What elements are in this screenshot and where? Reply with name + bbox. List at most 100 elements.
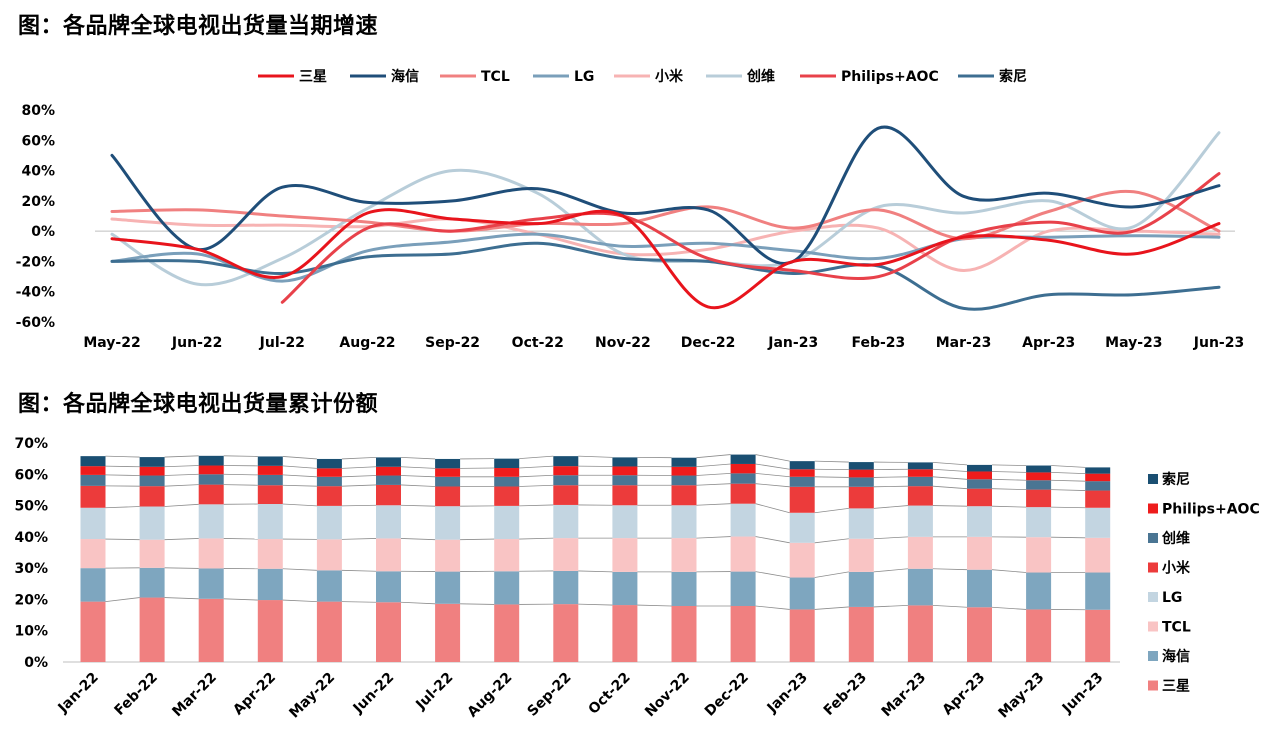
bar-segment-6 [730, 473, 756, 484]
bar-segment-8 [80, 456, 106, 467]
bar-segment-4 [1026, 507, 1052, 538]
legend-label: 三星 [299, 69, 327, 85]
series-connector-line [932, 468, 968, 472]
bar-y-tick-label: 50% [14, 499, 48, 515]
bar-segment-1 [1085, 609, 1111, 662]
bar-segment-5 [435, 486, 461, 507]
series-connector-line [578, 603, 613, 606]
bar-y-tick-label: 60% [14, 467, 48, 483]
bar-segment-1 [80, 601, 106, 662]
bar-x-tick-label: Jun-22 [350, 670, 398, 718]
series-connector-line [873, 505, 908, 509]
series-connector-line [341, 466, 377, 469]
bar-segment-5 [671, 485, 697, 506]
bar-segment-7 [376, 466, 401, 476]
line-chart-legend: 三星 海信 TCL LG 小米 创维 Philips+AOC 索尼 [258, 68, 1027, 85]
bar-segment-7 [967, 471, 992, 480]
bar-segment-7 [671, 466, 697, 476]
bar-segment-4 [789, 512, 815, 543]
line-x-tick-label: May-23 [1105, 335, 1162, 351]
series-connector-line [105, 465, 140, 468]
bar-segment-4 [494, 505, 520, 540]
bar-segment-2 [257, 568, 283, 601]
bar-segment-3 [198, 538, 224, 569]
line-y-tick-label: 20% [21, 194, 55, 210]
bar-segment-6 [1085, 481, 1111, 491]
bar-x-tick-label: Apr-22 [230, 670, 279, 719]
bar-segment-1 [257, 600, 283, 662]
bar-segment-8 [435, 458, 461, 469]
line-x-tick-label: Jun-22 [171, 335, 222, 351]
series-connector-line [105, 506, 140, 509]
bar-segment-1 [376, 602, 401, 662]
bar-segment-3 [907, 536, 933, 569]
series-connector-line [755, 472, 790, 478]
series-connector-line [932, 476, 968, 480]
bar-segment-6 [848, 477, 874, 487]
series-connector-line [460, 538, 495, 541]
series-connector-line [164, 465, 199, 468]
series-connector-line [932, 485, 968, 490]
bar-x-tick-label: Oct-22 [586, 670, 634, 718]
bar-segment-4 [139, 506, 165, 540]
bar-segment-5 [553, 485, 579, 505]
bar-segment-6 [139, 475, 165, 487]
bar-x-tick-label: Jan-22 [55, 670, 102, 717]
series-connector-line [105, 455, 140, 458]
series-connector-line [991, 471, 1027, 473]
series-connector-line [991, 488, 1027, 491]
bar-segment-2 [553, 570, 579, 605]
legend-swatch [1148, 533, 1158, 543]
series-connector-line [341, 456, 377, 460]
bar-segment-5 [789, 486, 815, 513]
bar-segment-5 [612, 485, 638, 506]
series-connector-line [223, 455, 258, 457]
legend-label: 创维 [746, 68, 775, 85]
series-connector-line [519, 455, 554, 460]
bar-segment-6 [671, 475, 697, 486]
series-connector-line [282, 456, 317, 460]
bar-x-tick-label: Mar-23 [879, 670, 930, 721]
bar-y-tick-label: 70% [14, 436, 48, 452]
bar-segment-7 [257, 465, 283, 475]
bar-y-tick-label: 40% [14, 530, 48, 546]
legend-label: Philips+AOC [841, 69, 939, 85]
bar-segment-8 [257, 456, 283, 466]
series-connector-line [341, 601, 377, 603]
bar-segment-7 [139, 466, 165, 476]
bar-legend-item: TCL [1148, 620, 1191, 636]
bar-segment-3 [257, 539, 283, 569]
series-connector-line [814, 460, 849, 463]
bar-segment-6 [316, 476, 342, 487]
bar-segment-4 [1085, 507, 1111, 538]
bar-segment-1 [494, 604, 520, 662]
bar-legend-item: 三星 [1148, 679, 1190, 695]
series-connector-line [991, 464, 1027, 466]
bar-segment-1 [553, 604, 579, 662]
bar-segment-5 [967, 488, 992, 507]
legend-label: 小米 [1162, 560, 1191, 577]
bar-segment-7 [435, 468, 461, 477]
series-connector-line [341, 504, 377, 507]
series-connector-line [932, 461, 968, 466]
bar-segment-2 [435, 571, 461, 604]
bar-segment-2 [316, 570, 342, 602]
series-connector-line [105, 474, 140, 476]
series-connector-line [341, 475, 377, 478]
bar-segment-6 [967, 479, 992, 489]
bar-segment-5 [80, 485, 106, 508]
line-x-tick-label: Sep-22 [425, 335, 480, 351]
bar-segment-4 [907, 505, 933, 537]
bar-segment-3 [494, 539, 520, 572]
bar-legend-item: 索尼 [1148, 471, 1190, 488]
bar-segment-7 [1026, 472, 1052, 481]
bar-segment-3 [967, 536, 992, 570]
legend-swatch [1148, 651, 1158, 661]
series-connector-line [1051, 536, 1086, 539]
bar-segment-4 [553, 504, 579, 539]
series-connector-line [400, 484, 436, 487]
bar-segment-1 [198, 598, 224, 662]
bar-segment-6 [553, 475, 579, 486]
line-x-tick-label: Apr-23 [1022, 335, 1075, 351]
